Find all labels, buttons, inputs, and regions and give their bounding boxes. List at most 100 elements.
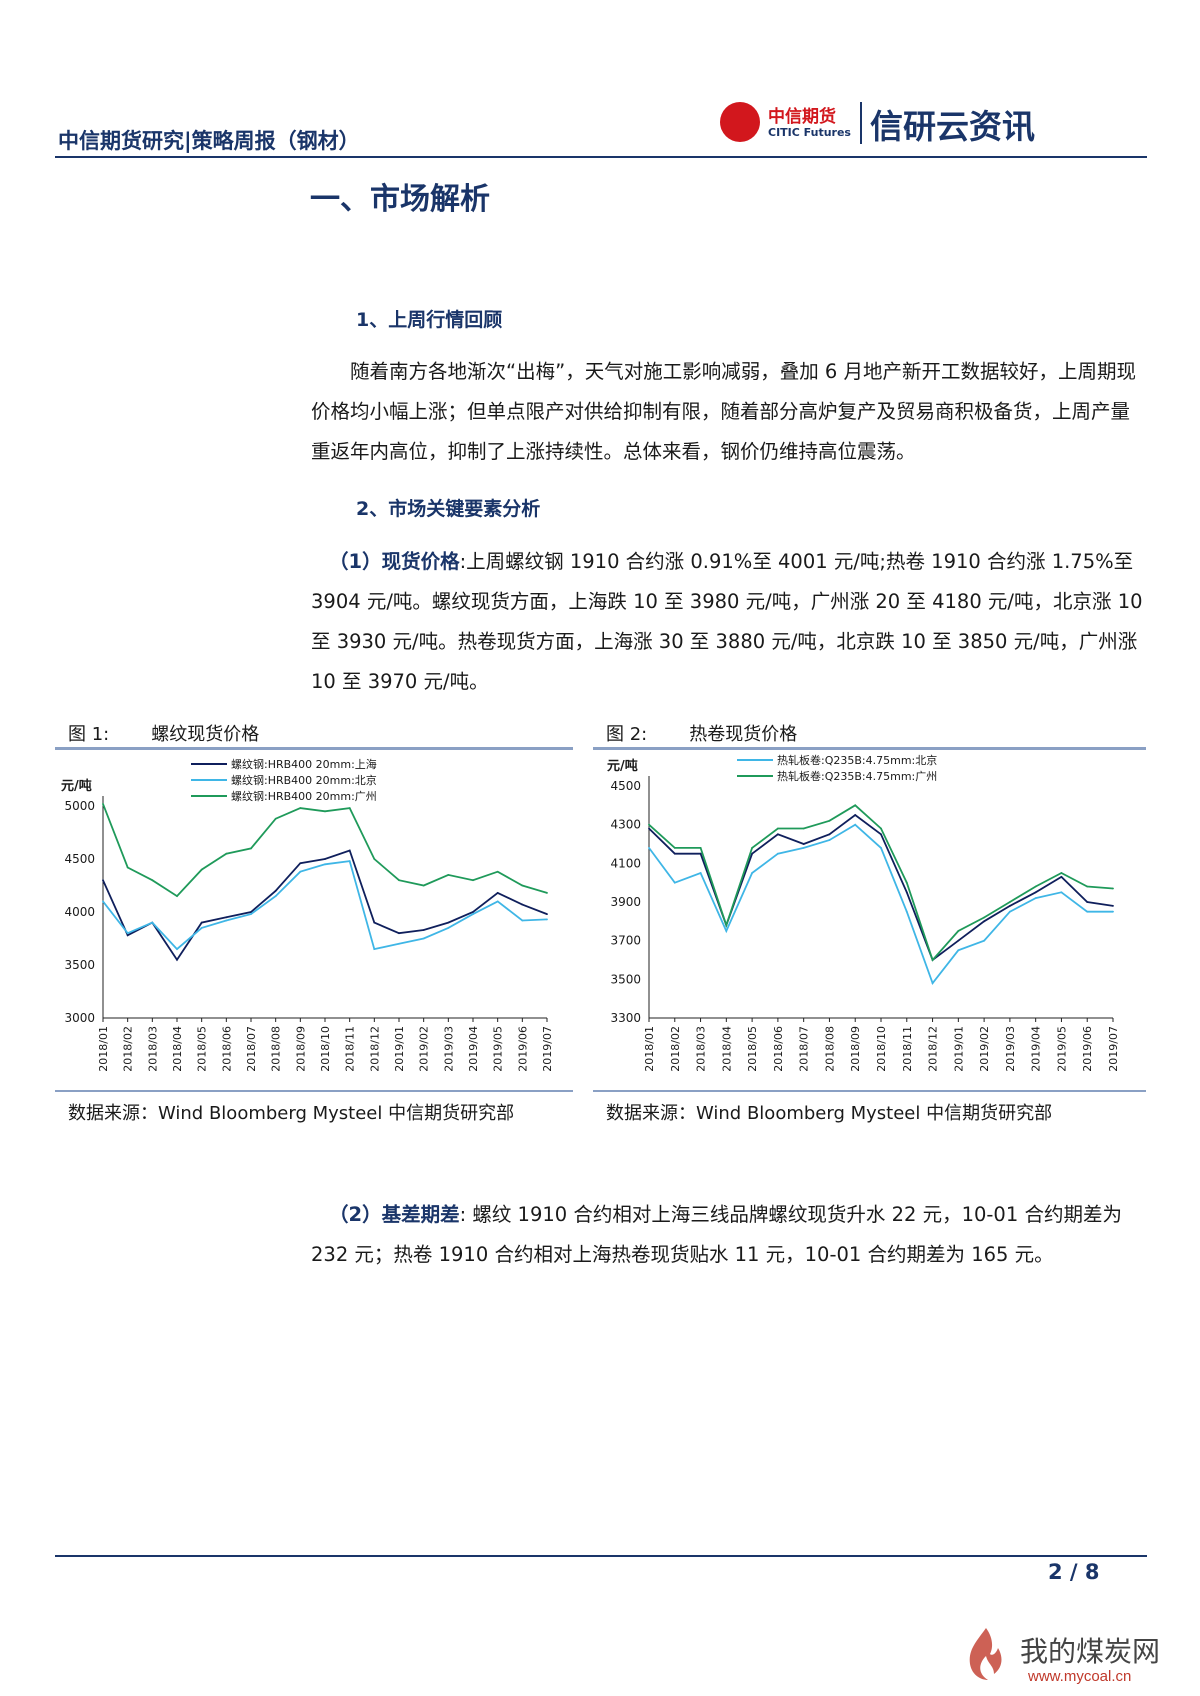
data-point [828, 833, 831, 836]
basis-text: : 螺纹 1910 合约相对上海三线品牌螺纹现货升水 22 元，10-01 合约… [311, 1203, 1122, 1266]
data-point [957, 930, 960, 932]
data-point [225, 852, 228, 855]
x-tick-label: 2018/12 [368, 1026, 381, 1072]
data-point [299, 807, 302, 810]
data-point [699, 846, 702, 849]
x-tick-label: 2018/06 [220, 1026, 233, 1072]
data-point [699, 872, 702, 874]
x-tick-label: 2018/07 [798, 1026, 811, 1072]
data-point [1034, 897, 1037, 900]
y-tick-label: 3700 [610, 934, 641, 948]
data-point [200, 868, 203, 871]
data-point [905, 910, 908, 913]
x-tick-label: 2019/03 [442, 1026, 455, 1072]
data-point [422, 929, 425, 931]
data-point [905, 891, 908, 894]
x-tick-label: 2018/09 [849, 1026, 862, 1072]
data-point [1112, 910, 1114, 913]
x-tick-label: 2019/05 [492, 1026, 505, 1072]
data-point [905, 881, 908, 884]
x-tick-label: 2019/07 [1107, 1026, 1120, 1072]
y-tick-label: 3500 [64, 958, 95, 972]
x-tick-label: 2019/07 [541, 1026, 554, 1072]
data-point [225, 919, 228, 922]
data-point [200, 921, 203, 924]
data-point [828, 839, 831, 842]
x-tick-label: 2019/04 [467, 1026, 480, 1072]
data-point [673, 852, 676, 855]
y-tick-label: 3500 [610, 972, 641, 986]
data-point [324, 863, 326, 866]
data-point [1086, 901, 1089, 903]
x-tick-label: 2018/08 [823, 1026, 836, 1072]
figure-2-label: 图 2: [606, 724, 648, 745]
data-point [802, 827, 805, 830]
x-tick-label: 2018/06 [772, 1026, 785, 1072]
data-point [102, 802, 104, 805]
factors-heading: 2、市场关键要素分析 [356, 498, 541, 520]
data-point [250, 847, 252, 850]
figure-1-source: 数据来源：Wind Bloomberg Mysteel 中信期货研究部 [68, 1103, 515, 1124]
legend-label: 螺纹钢:HRB400 20mm:北京 [231, 773, 377, 787]
data-point [250, 911, 252, 913]
series-line-2 [102, 860, 548, 951]
data-point [1086, 910, 1089, 913]
x-tick-label: 2019/02 [418, 1026, 431, 1072]
data-point [521, 884, 524, 887]
data-point [1112, 904, 1114, 907]
data-point [648, 823, 650, 826]
x-tick-label: 2018/09 [294, 1026, 307, 1072]
data-point [931, 959, 934, 961]
data-point [348, 807, 351, 810]
data-point [472, 913, 474, 916]
logo-cn: 中信期货 [768, 107, 836, 127]
figure-1-top-rule [55, 747, 573, 750]
spot-text: :上周螺纹钢 1910 合约涨 0.91%至 4001 元/吨;热卷 1910 … [311, 550, 1143, 693]
data-point [546, 892, 548, 894]
data-point [880, 846, 882, 849]
data-point [102, 900, 104, 903]
data-point [1060, 891, 1063, 894]
figure-2-title: 图 2: 热卷现货价格 [606, 720, 797, 746]
data-point [299, 862, 302, 865]
data-point [957, 939, 960, 942]
data-point [422, 884, 425, 887]
y-tick-label: 4500 [64, 852, 95, 866]
x-tick-label: 2019/06 [516, 1026, 529, 1072]
data-point [348, 860, 351, 863]
data-point [126, 934, 129, 937]
section-title: 一、市场解析 [310, 182, 490, 217]
data-point [546, 918, 548, 921]
figure-1-title: 图 1: 螺纹现货价格 [68, 720, 259, 746]
data-point [648, 846, 650, 849]
logo-divider [860, 102, 862, 144]
data-point [957, 949, 960, 952]
legend-label: 螺纹钢:HRB400 20mm:广州 [231, 789, 377, 803]
data-point [373, 948, 376, 950]
data-point [373, 858, 376, 860]
data-point [1060, 875, 1063, 878]
series-line-1 [102, 849, 548, 962]
data-point [1034, 891, 1037, 894]
basis-paragraph: （2）基差期差: 螺纹 1910 合约相对上海三线品牌螺纹现货升水 22 元，1… [311, 1195, 1146, 1275]
y-axis-label: 元/吨 [61, 778, 92, 794]
x-tick-label: 2019/05 [1055, 1026, 1068, 1072]
legend-label: 螺纹钢:HRB400 20mm:上海 [231, 757, 377, 771]
data-point [1086, 885, 1089, 888]
y-tick-label: 3000 [64, 1011, 95, 1025]
data-point [447, 927, 450, 929]
data-point [126, 866, 129, 869]
data-point [422, 937, 425, 940]
data-point [225, 916, 228, 919]
data-point [102, 879, 104, 882]
data-point [546, 913, 548, 916]
citic-logo-icon [720, 102, 760, 142]
data-point [983, 939, 986, 942]
data-point [1008, 910, 1011, 913]
data-point [151, 879, 154, 882]
figure-2-source: 数据来源：Wind Bloomberg Mysteel 中信期货研究部 [606, 1103, 1053, 1124]
footer-divider [55, 1555, 1147, 1557]
data-point [776, 827, 779, 830]
data-point [472, 911, 474, 913]
data-point [274, 817, 277, 820]
